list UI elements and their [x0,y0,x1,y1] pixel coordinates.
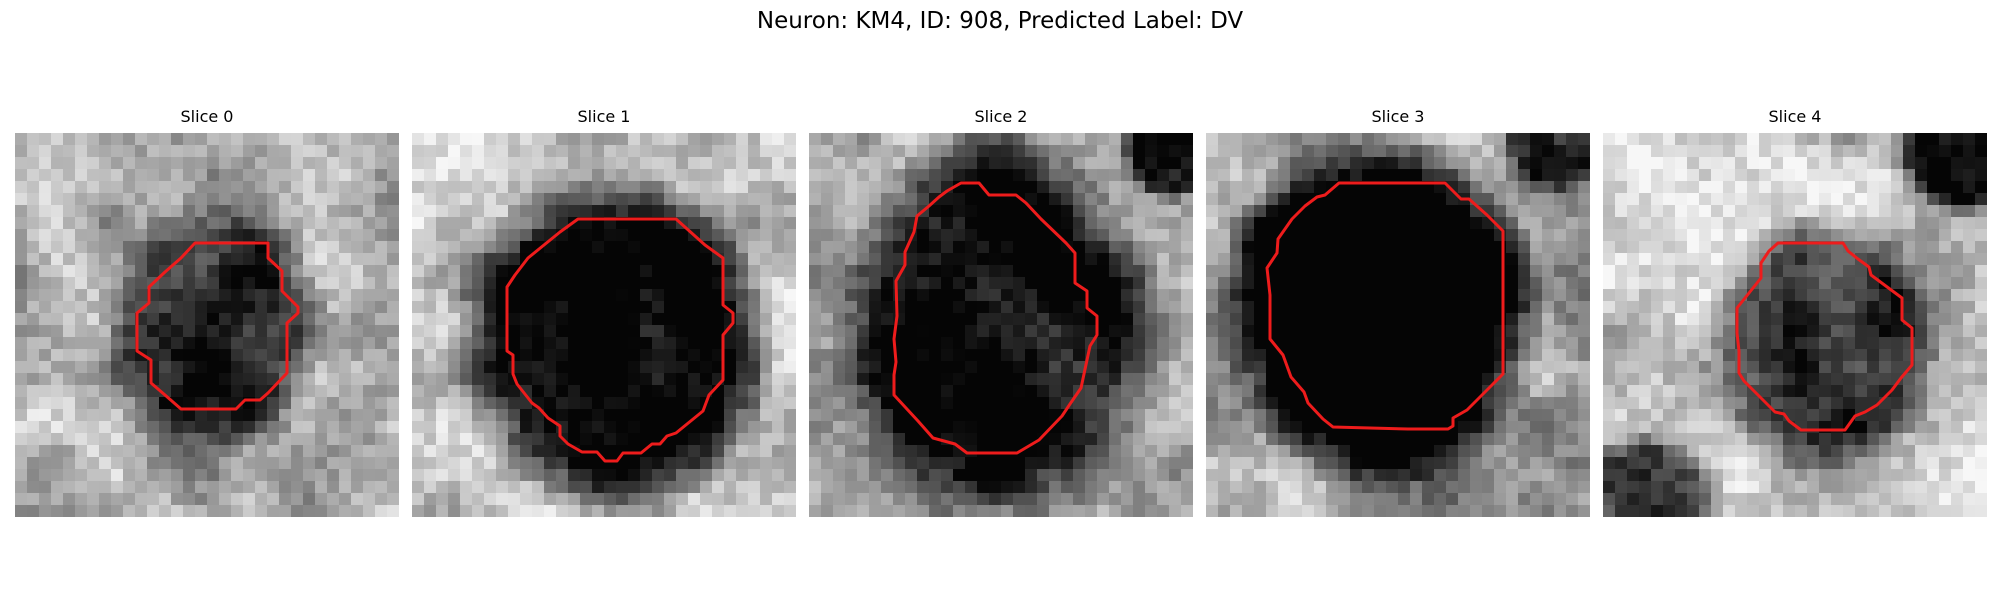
roi-contour [505,217,735,463]
slice-title-3: Slice 3 [1371,107,1425,126]
slice-panel-1: Slice 1 [412,107,796,517]
grayscale-microscopy-image [15,133,399,517]
slice-image-3 [1206,133,1590,517]
slice-panel-3: Slice 3 [1206,107,1590,517]
slice-image-4 [1603,133,1987,517]
grayscale-microscopy-image [809,133,1193,517]
slice-image-1 [412,133,796,517]
roi-contour [135,241,300,411]
slice-panel-4: Slice 4 [1603,107,1987,517]
grayscale-microscopy-image [412,133,796,517]
slice-title-2: Slice 2 [974,107,1028,126]
roi-contour [1265,181,1505,431]
figure-title: Neuron: KM4, ID: 908, Predicted Label: D… [756,8,1244,34]
roi-contour [892,181,1099,455]
slice-panel-2: Slice 2 [809,107,1193,517]
slice-title-1: Slice 1 [577,107,631,126]
slice-image-2 [809,133,1193,517]
grayscale-microscopy-image [1603,133,1987,517]
slice-title-4: Slice 4 [1768,107,1822,126]
grayscale-microscopy-image [1206,133,1590,517]
slice-title-0: Slice 0 [180,107,234,126]
roi-contour [1735,241,1914,432]
slice-image-0 [15,133,399,517]
slice-panel-0: Slice 0 [15,107,399,517]
